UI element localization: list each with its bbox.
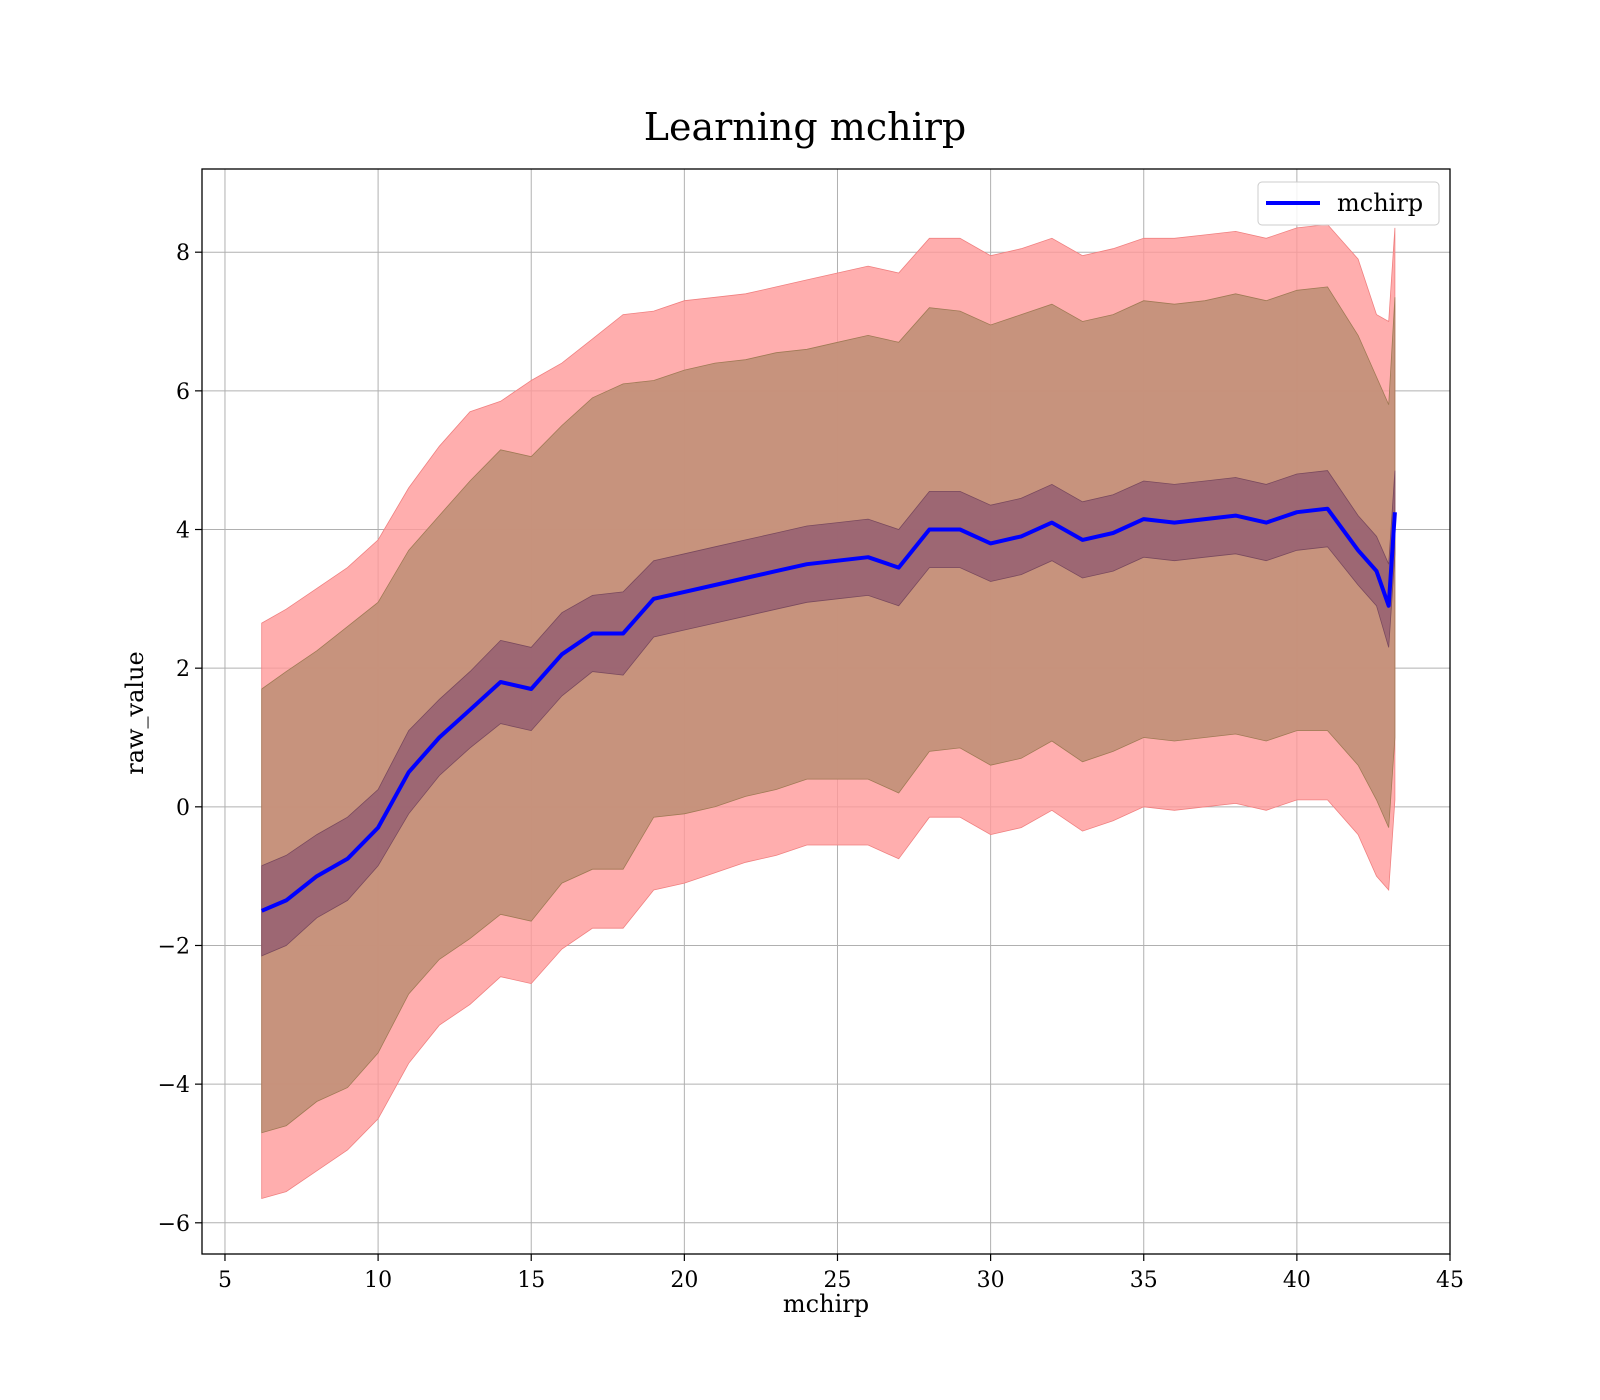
x-axis-label: mchirp — [783, 1290, 869, 1318]
x-axis-ticks: 5 10 15 20 25 30 35 40 45 — [218, 1254, 1464, 1293]
y-tick-label-0: −6 — [158, 1212, 190, 1237]
y-axis-ticks: −6 −4 −2 0 2 4 6 8 — [158, 241, 202, 1237]
series-lines — [260, 506, 1397, 913]
x-tick-label-7: 40 — [1283, 1268, 1311, 1293]
x-tick-label-0: 5 — [218, 1268, 232, 1293]
x-tick-label-8: 45 — [1436, 1268, 1464, 1293]
y-tick-label-7: 8 — [176, 241, 190, 266]
x-tick-label-3: 20 — [670, 1268, 698, 1293]
y-axis-label: raw_value — [121, 651, 149, 775]
x-tick-label-4: 25 — [823, 1268, 851, 1293]
y-tick-label-2: −2 — [158, 934, 190, 959]
y-tick-label-4: 2 — [176, 657, 190, 682]
y-tick-label-6: 6 — [176, 380, 190, 405]
x-tick-label-1: 10 — [364, 1268, 392, 1293]
chart-title: Learning mchirp — [644, 105, 966, 149]
plot-frame — [201, 168, 1451, 1255]
legend: mchirp — [1257, 181, 1440, 226]
y-tick-label-3: 0 — [176, 796, 190, 821]
x-tick-label-2: 15 — [517, 1268, 545, 1293]
x-tick-label-6: 35 — [1130, 1268, 1158, 1293]
y-tick-label-1: −4 — [158, 1073, 190, 1098]
series-line-0 — [260, 506, 1397, 913]
legend-entry-mchirp: mchirp — [1337, 189, 1423, 217]
x-tick-label-5: 30 — [977, 1268, 1005, 1293]
legend-box — [1257, 181, 1440, 226]
y-tick-label-5: 4 — [176, 519, 190, 544]
